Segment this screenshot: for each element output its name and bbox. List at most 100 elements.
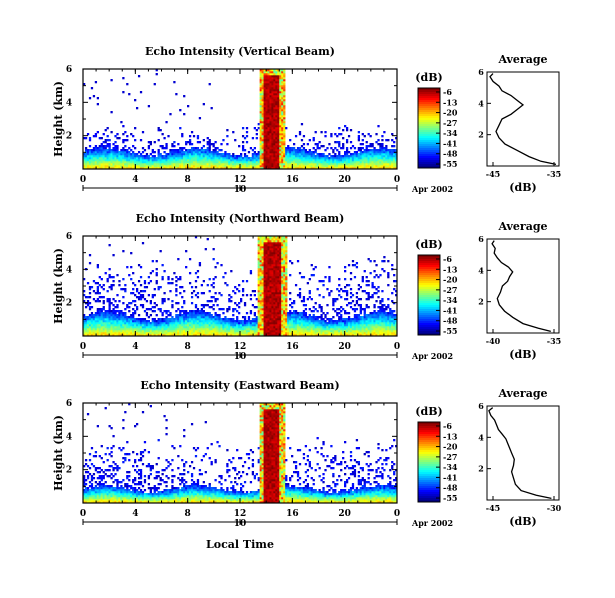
- heatmap-cell: [145, 157, 149, 160]
- heatmap-cell: [281, 282, 284, 285]
- heatmap-cell: [241, 328, 245, 331]
- heatmap-cell: [273, 113, 276, 116]
- heatmap-cell: [265, 97, 268, 100]
- heatmap-cell: [273, 274, 276, 277]
- heatmap-cell: [275, 274, 278, 277]
- heatmap-cell: [173, 326, 176, 329]
- heatmap-cell: [149, 143, 152, 146]
- heatmap-cell: [124, 159, 127, 162]
- heatmap-cell: [281, 153, 284, 156]
- heatmap-cell: [324, 161, 327, 164]
- heatmap-cell: [112, 304, 115, 307]
- heatmap-cell: [289, 167, 292, 170]
- heatmap-cell: [126, 322, 129, 325]
- heatmap-cell: [214, 324, 217, 327]
- heatmap-cell: [302, 276, 306, 279]
- heatmap-cell: [275, 127, 278, 130]
- heatmap-cell: [267, 308, 270, 311]
- heatmap-cell: [159, 326, 162, 329]
- heatmap-cell: [385, 149, 388, 152]
- heatmap-cell: [259, 302, 262, 305]
- colorbar-segment: [418, 106, 440, 109]
- heatmap-cell: [134, 312, 137, 315]
- heatmap-cell: [322, 320, 325, 323]
- heatmap-cell: [102, 316, 105, 319]
- heatmap-cell: [393, 153, 396, 156]
- heatmap-cell: [228, 159, 231, 162]
- heatmap-cell: [226, 326, 229, 329]
- heatmap-cell: [259, 282, 262, 285]
- heatmap-cell: [281, 320, 284, 323]
- heatmap-cell: [163, 163, 166, 166]
- heatmap-cell: [175, 280, 178, 283]
- heatmap-cell: [171, 306, 174, 309]
- heatmap-cell: [271, 77, 274, 80]
- heatmap-cell: [163, 324, 166, 327]
- heatmap-cell: [130, 266, 133, 269]
- heatmap-cell: [304, 312, 308, 315]
- heatmap-cell: [275, 268, 278, 271]
- heatmap-cell: [330, 318, 333, 321]
- heatmap-cell: [106, 330, 109, 333]
- heatmap-cell: [345, 290, 349, 293]
- heatmap-cell: [202, 161, 205, 164]
- heatmap-cell: [257, 262, 260, 265]
- heatmap-cell: [124, 320, 127, 323]
- heatmap-cell: [324, 165, 327, 168]
- heatmap-cell: [271, 141, 274, 144]
- heatmap-cell: [318, 153, 321, 156]
- heatmap-cell: [275, 103, 278, 106]
- heatmap-cell: [367, 149, 370, 152]
- heatmap-cell: [251, 328, 255, 331]
- colorbar-frame: [417, 87, 441, 169]
- heatmap-cell: [281, 73, 284, 76]
- heatmap-cell: [157, 334, 160, 337]
- heatmap-cell: [145, 159, 149, 162]
- heatmap-cell: [161, 326, 164, 329]
- heatmap-cell: [273, 71, 276, 74]
- heatmap-cell: [151, 294, 154, 297]
- heatmap-cell: [298, 294, 302, 297]
- heatmap-cell: [279, 83, 282, 86]
- heatmap-cell: [265, 129, 268, 132]
- heatmap-cell: [267, 127, 270, 130]
- heatmap-cell: [204, 161, 207, 164]
- heatmap-cell: [277, 115, 280, 118]
- heatmap-cell: [349, 159, 353, 162]
- heatmap-cell: [271, 236, 274, 239]
- heatmap-cell: [340, 332, 343, 335]
- heatmap-cell: [124, 308, 127, 311]
- heatmap-cell: [379, 149, 382, 152]
- heatmap-cell: [322, 167, 325, 170]
- heatmap-cell: [328, 320, 331, 323]
- average-frame: [486, 71, 560, 167]
- heatmap-cell: [151, 163, 154, 166]
- heatmap-cell: [265, 264, 268, 267]
- heatmap-cell: [310, 274, 313, 277]
- heatmap-cell: [151, 149, 154, 152]
- heatmap-cell: [292, 320, 296, 323]
- heatmap-cell: [135, 161, 139, 164]
- heatmap-cell: [271, 320, 274, 323]
- heatmap-cell: [139, 320, 143, 323]
- heatmap-cell: [261, 167, 264, 170]
- heatmap-cell: [226, 324, 229, 327]
- heatmap-cell: [143, 298, 147, 301]
- heatmap-cell: [257, 159, 260, 162]
- heatmap-cell: [344, 324, 347, 327]
- heatmap-cell: [369, 161, 372, 164]
- heatmap-cell: [214, 316, 217, 319]
- heatmap-cell: [132, 163, 135, 166]
- average-title: Average: [497, 53, 547, 66]
- heatmap-cell: [202, 320, 205, 323]
- heatmap-cell: [259, 135, 262, 138]
- colorbar-tick-label: -13: [443, 97, 458, 107]
- heatmap-cell: [271, 306, 274, 309]
- colorbar-segment: [418, 138, 440, 141]
- heatmap-cell: [261, 302, 264, 305]
- heatmap-cell: [120, 153, 123, 156]
- heatmap-cell: [108, 274, 111, 277]
- heatmap-cell: [83, 278, 86, 281]
- heatmap-cell: [277, 322, 280, 325]
- heatmap-cell: [238, 167, 241, 170]
